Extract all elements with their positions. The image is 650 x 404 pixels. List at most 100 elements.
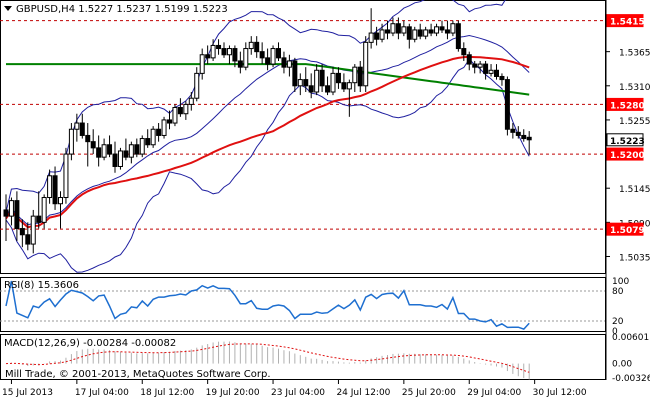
candle-body [128,144,134,158]
candle-body [183,103,189,115]
candle-body [346,82,352,90]
candle-body [281,57,287,68]
candle [36,191,42,229]
rsi-title: RSI(8) 15.3606 [4,280,79,291]
price-tick-label: 1.5310 [619,83,650,93]
candle [521,129,527,142]
candle [488,64,494,77]
candle-body [368,32,374,43]
candle [276,42,281,61]
candle [308,73,314,99]
candle [79,113,85,139]
candle [58,191,63,229]
price-label: 1.5200 [606,147,645,161]
candle-body [286,60,292,68]
candle-body [79,122,85,136]
candle-body [297,79,303,87]
candle-body [423,29,429,37]
candle-body [472,63,478,68]
candle [406,23,412,49]
candle [3,194,9,241]
dropdown-triangle-icon[interactable] [4,6,12,11]
candle [417,23,423,40]
candle-body [243,48,249,68]
candle [368,8,374,49]
candle-body [172,107,178,124]
moving-average-red [5,55,530,229]
candle-body [216,44,222,50]
time-tick-label: 25 Jul 20:00 [402,388,456,398]
candle-body [19,228,25,236]
candle [483,60,489,80]
rsi-tick-label: 100 [612,277,629,287]
candle-body [134,144,140,155]
candle [352,64,358,92]
candle [52,166,58,210]
price-label-text: 1.5415 [610,18,645,28]
candle [145,129,151,148]
candle-body [330,72,336,93]
candle [112,141,118,173]
price-label-text: 1.5223 [610,137,645,147]
candle [85,123,91,167]
candle [515,126,521,139]
candle [41,194,47,229]
rsi-tick-label: 80 [612,287,624,297]
candle [188,92,194,111]
candle-body [237,60,243,68]
candle-body [265,57,271,65]
candle-body [205,54,211,59]
candle-body [466,54,472,65]
time-tick-label: 30 Jul 12:00 [533,388,587,398]
candle [379,23,385,43]
candle-body [488,69,494,74]
bollinger-middle-band [5,34,530,226]
candle-body [30,215,36,245]
rsi-tick-label: 0 [612,327,618,337]
candle [254,36,260,58]
price-tick-label: 1.5365 [619,49,650,59]
candle [172,104,178,127]
candle [161,116,167,139]
candle-body [428,29,434,34]
copyright-text: Mill Trade, © 2001-2013, MetaQuotes Soft… [5,369,271,380]
candle [194,67,200,102]
candle [335,67,341,89]
candle-body [145,138,151,146]
macd-signal-line [5,343,530,373]
price-label: 1.5079 [606,222,645,236]
candle-body [210,44,216,59]
candle-body [63,153,69,199]
candle-body [254,41,260,53]
price-tick-label: 1.5035 [619,253,650,263]
candle [395,17,401,40]
candle [390,17,396,37]
candle [96,135,102,167]
candle [510,123,516,139]
candle-body [308,85,314,93]
candle-body [439,26,445,31]
candle [281,51,287,74]
price-tick-label: 1.5255 [619,117,650,127]
candle [205,45,211,65]
candle-body [25,234,31,245]
price-label-box [606,147,644,161]
candle-body [390,23,396,34]
candle [466,51,472,71]
candle [134,138,140,158]
macd-tick-label: 0.00601 [612,333,649,343]
candle [363,36,369,92]
candle-body [270,48,276,65]
candle [346,79,352,117]
chart-title: GBPUSD,H4 1.5227 1.5237 1.5199 1.5223 [16,4,228,15]
candle [341,73,347,92]
rsi-line [5,280,530,330]
time-axis: 15 Jul 2013 17 Jul 04:00 18 Jul 12:00 19 Ju… [2,380,587,398]
candle-body [526,136,532,141]
time-tick-label: 19 Jul 20:00 [206,388,260,398]
candle-body [352,66,358,84]
candle-body [161,119,167,136]
candle-body [107,144,113,155]
candle [101,138,107,161]
